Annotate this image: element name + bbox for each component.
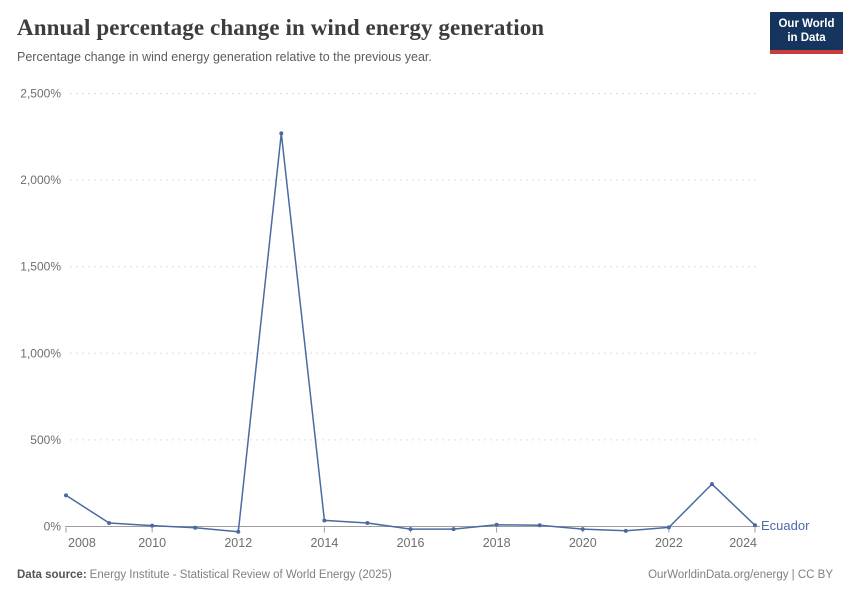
ecuador-point-2019[interactable]	[537, 523, 542, 528]
chart-footer: Data source: Energy Institute - Statistic…	[17, 569, 833, 581]
ecuador-point-2014[interactable]	[322, 518, 327, 523]
owid-logo-line1: Our World	[778, 18, 835, 30]
page-title: Annual percentage change in wind energy …	[17, 15, 545, 40]
ecuador-point-2021[interactable]	[623, 528, 628, 533]
ecuador-point-2018[interactable]	[494, 522, 499, 527]
attribution-link[interactable]: OurWorldinData.org/energy | CC BY	[648, 569, 833, 581]
ecuador-point-2022[interactable]	[666, 525, 671, 530]
y-tick-label: 500%	[30, 433, 61, 447]
x-tick-label: 2012	[224, 536, 252, 550]
x-tick-label: 2024	[729, 536, 757, 550]
ecuador-point-2024[interactable]	[753, 523, 757, 528]
chart-subtitle: Percentage change in wind energy generat…	[17, 50, 432, 64]
ecuador-point-2008[interactable]	[64, 493, 68, 498]
ecuador-point-2023[interactable]	[709, 482, 714, 487]
y-tick-label: 1,000%	[20, 346, 61, 360]
ecuador-point-2012[interactable]	[236, 529, 241, 534]
ecuador-point-2015[interactable]	[365, 521, 370, 526]
ecuador-point-2010[interactable]	[150, 523, 155, 528]
ecuador-point-2011[interactable]	[193, 525, 198, 530]
y-tick-label: 0%	[44, 520, 62, 534]
x-tick-label: 2010	[138, 536, 166, 550]
owid-logo-line2: in Data	[787, 32, 826, 44]
ecuador-point-2016[interactable]	[408, 527, 413, 532]
y-tick-label: 1,500%	[20, 260, 61, 274]
x-tick-label: 2018	[483, 536, 511, 550]
ecuador-point-2020[interactable]	[580, 527, 585, 532]
ecuador-point-2017[interactable]	[451, 527, 456, 532]
ecuador-line[interactable]	[65, 132, 756, 533]
ecuador-point-2009[interactable]	[107, 521, 112, 526]
x-tick-label: 2008	[68, 536, 96, 550]
x-tick-label: 2022	[655, 536, 683, 550]
line-chart-canvas: 0% 500% 1,000% 1,500% 2,000% 2,500% 2008 2010 20…	[20, 87, 810, 551]
x-tick-label: 2016	[397, 536, 425, 550]
data-source-label: Data source:	[17, 569, 87, 581]
x-tick-label: 2014	[310, 536, 338, 550]
entity-label[interactable]: Ecuador	[761, 518, 810, 533]
ecuador-point-2013[interactable]	[279, 131, 284, 136]
owid-logo[interactable]: Our World in Data	[770, 12, 843, 54]
y-tick-label: 2,500%	[20, 87, 61, 101]
x-tick-label: 2020	[569, 536, 597, 550]
data-source: Data source: Energy Institute - Statistic…	[17, 569, 392, 581]
data-source-text: Energy Institute - Statistical Review of…	[89, 569, 392, 581]
y-tick-label: 2,000%	[20, 173, 61, 187]
attribution: OurWorldinData.org/energy | CC BY	[648, 569, 833, 581]
